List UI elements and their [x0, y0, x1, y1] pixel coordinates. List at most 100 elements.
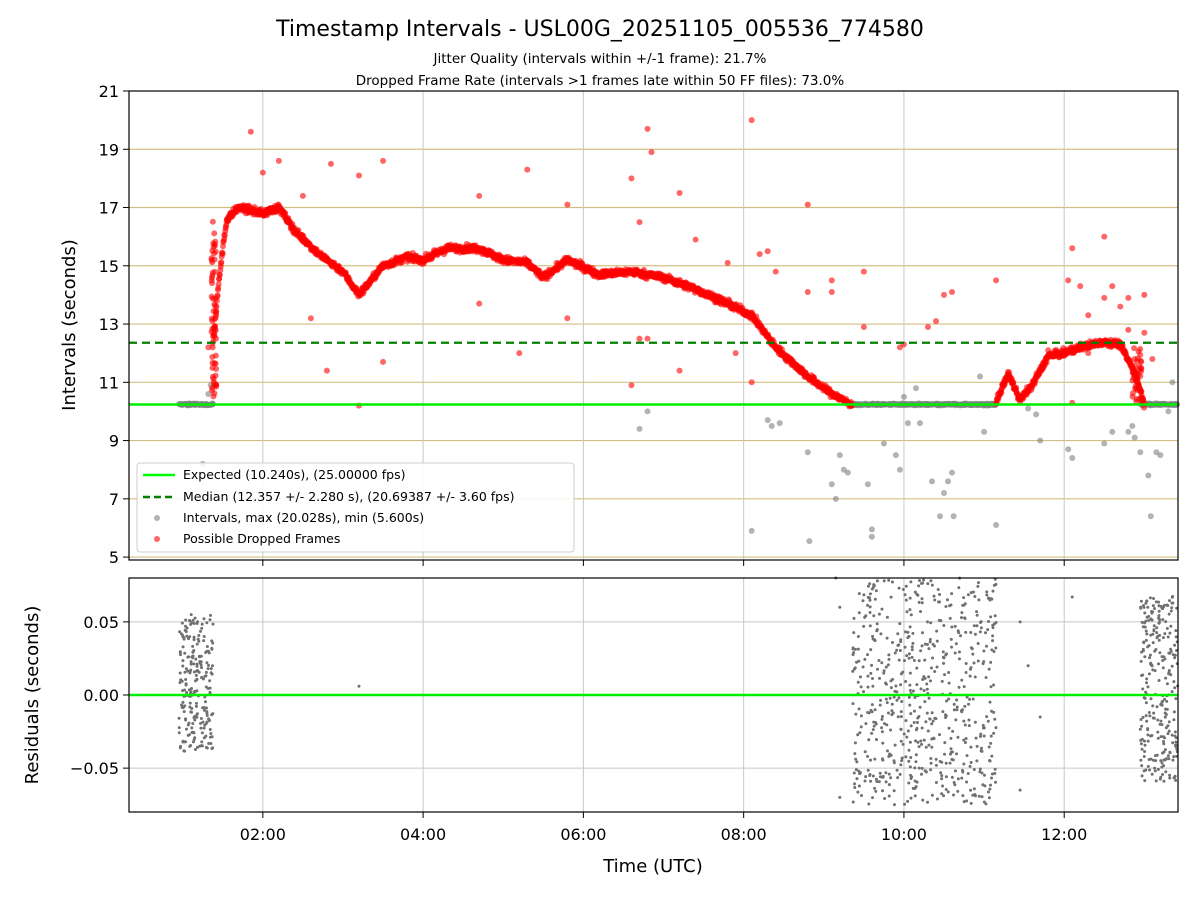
residual-point: [851, 669, 855, 673]
residual-point: [952, 702, 956, 706]
residual-point: [989, 741, 993, 745]
residual-point: [897, 586, 901, 590]
residual-point: [944, 605, 948, 609]
residual-point: [887, 653, 891, 657]
residual-point: [963, 723, 967, 727]
residual-point: [1159, 702, 1163, 706]
interval-outlier-point: [892, 452, 899, 459]
residual-point: [893, 743, 897, 747]
residual-point: [929, 679, 933, 683]
residual-point: [199, 717, 203, 721]
interval-outlier-point: [1101, 440, 1108, 447]
residual-point: [919, 687, 923, 691]
residual-point: [195, 664, 199, 668]
bottom-y-tick-label: 0.05: [83, 613, 119, 632]
residual-point: [882, 671, 886, 675]
residual-point: [200, 740, 204, 744]
residual-point: [863, 657, 867, 661]
residual-point: [193, 616, 197, 620]
residual-point: [1144, 690, 1148, 694]
residual-point: [191, 650, 195, 654]
residual-point: [866, 768, 870, 772]
residual-point: [953, 624, 957, 628]
residual-point: [949, 736, 953, 740]
residual-point: [858, 772, 862, 776]
residual-point: [859, 793, 863, 797]
residual-point: [940, 774, 944, 778]
residual-point: [911, 786, 915, 790]
dropped-frame-point: [209, 218, 216, 225]
dropped-frame-outlier-point: [1109, 283, 1116, 290]
residual-point: [947, 681, 951, 685]
residual-point: [862, 690, 866, 694]
residual-point: [881, 775, 885, 779]
residual-point: [927, 647, 931, 651]
residual-point: [965, 754, 969, 758]
residual-point: [915, 592, 919, 596]
residual-point: [901, 742, 905, 746]
residual-point: [1164, 620, 1168, 624]
residual-point: [190, 655, 194, 659]
residual-point: [914, 760, 918, 764]
residual-point: [1167, 729, 1171, 733]
bottom-y-tick-label: −0.05: [70, 759, 119, 778]
residual-point: [866, 710, 870, 714]
residual-point: [879, 698, 883, 702]
interval-outlier-point: [880, 440, 887, 447]
interval-outlier-point: [896, 466, 903, 473]
residual-point: [947, 697, 951, 701]
residual-point: [873, 638, 877, 642]
residual-point: [182, 636, 186, 640]
residual-point: [193, 718, 197, 722]
residual-point: [992, 622, 996, 626]
residual-outlier-point: [1026, 664, 1030, 668]
residual-point: [859, 714, 863, 718]
residual-point: [853, 647, 857, 651]
residual-point: [982, 734, 986, 738]
residual-point: [964, 671, 968, 675]
residual-point: [178, 746, 182, 750]
dropped-frame-point: [1138, 388, 1145, 395]
residual-point: [884, 697, 888, 701]
residual-point: [908, 671, 912, 675]
residual-point: [917, 659, 921, 663]
residual-point: [1160, 761, 1164, 765]
residual-point: [1145, 632, 1149, 636]
top-panel: 5 7 9 11 13 15 17 19 21 Intervals (seconds) Expe…: [59, 82, 1181, 567]
residual-point: [903, 593, 907, 597]
interval-outlier-point: [977, 373, 984, 380]
dropped-frame-outlier-point: [355, 172, 362, 179]
residual-point: [904, 584, 908, 588]
residual-point: [889, 728, 893, 732]
residual-point: [956, 777, 960, 781]
residual-point: [925, 711, 929, 715]
residual-point: [866, 595, 870, 599]
residual-point: [1148, 768, 1152, 772]
residual-point: [986, 628, 990, 632]
dropped-frame-point: [1013, 384, 1020, 391]
residual-point: [1140, 620, 1144, 624]
residual-point: [203, 695, 207, 699]
residual-point: [889, 753, 893, 757]
residual-point: [990, 648, 994, 652]
interval-outlier-point: [993, 522, 1000, 529]
residual-point: [989, 734, 993, 738]
residual-point: [864, 722, 868, 726]
residual-point: [908, 596, 912, 600]
residual-point: [191, 730, 195, 734]
residual-point: [856, 635, 860, 639]
residual-point: [952, 781, 956, 785]
residual-point: [198, 629, 202, 633]
residual-point: [202, 639, 206, 643]
residual-point: [969, 761, 973, 765]
residual-point: [880, 714, 884, 718]
residual-point: [912, 721, 916, 725]
residual-point: [1174, 697, 1178, 701]
residual-point: [1147, 672, 1151, 676]
residual-point: [911, 641, 915, 645]
residual-point: [1143, 621, 1147, 625]
interval-outlier-point: [1069, 455, 1076, 462]
residual-point: [871, 634, 875, 638]
residual-point: [184, 630, 188, 634]
dropped-frame-outlier-point: [516, 350, 523, 357]
